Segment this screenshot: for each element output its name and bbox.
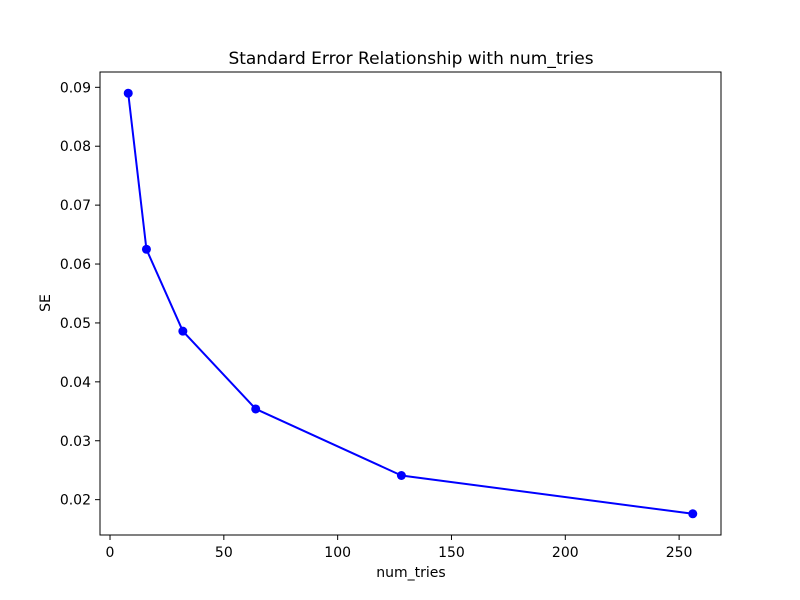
y-tick-label: 0.09 (60, 80, 91, 96)
data-line (127, 93, 693, 515)
data-point (178, 326, 188, 336)
y-tick-label: 0.04 (60, 375, 91, 391)
data-point (688, 509, 698, 519)
plot-border (99, 71, 722, 536)
data-point (251, 404, 261, 414)
x-tick-label: 100 (324, 545, 351, 561)
data-point (123, 88, 133, 98)
y-axis-label: SE (38, 294, 54, 312)
x-tick-label: 200 (552, 545, 579, 561)
y-tick-label: 0.03 (60, 434, 91, 450)
y-tick-label: 0.08 (60, 139, 91, 155)
y-tick-label: 0.02 (60, 493, 91, 509)
y-tick-label: 0.05 (60, 316, 91, 332)
y-tick-label: 0.07 (60, 198, 91, 214)
x-tick-label: 150 (438, 545, 465, 561)
x-tick-label: 250 (666, 545, 693, 561)
x-tick-label: 50 (215, 545, 233, 561)
plot-area: 0 50 100 150 200 250 0.02 0.03 0.04 0.05 0.06 0.07 0… (60, 71, 722, 561)
data-point (141, 244, 151, 254)
x-axis-label: num_tries (376, 565, 445, 581)
data-point (396, 471, 406, 481)
x-tick-label: 0 (106, 545, 115, 561)
chart-title: Standard Error Relationship with num_tri… (228, 49, 593, 69)
y-tick-label: 0.06 (60, 257, 91, 273)
